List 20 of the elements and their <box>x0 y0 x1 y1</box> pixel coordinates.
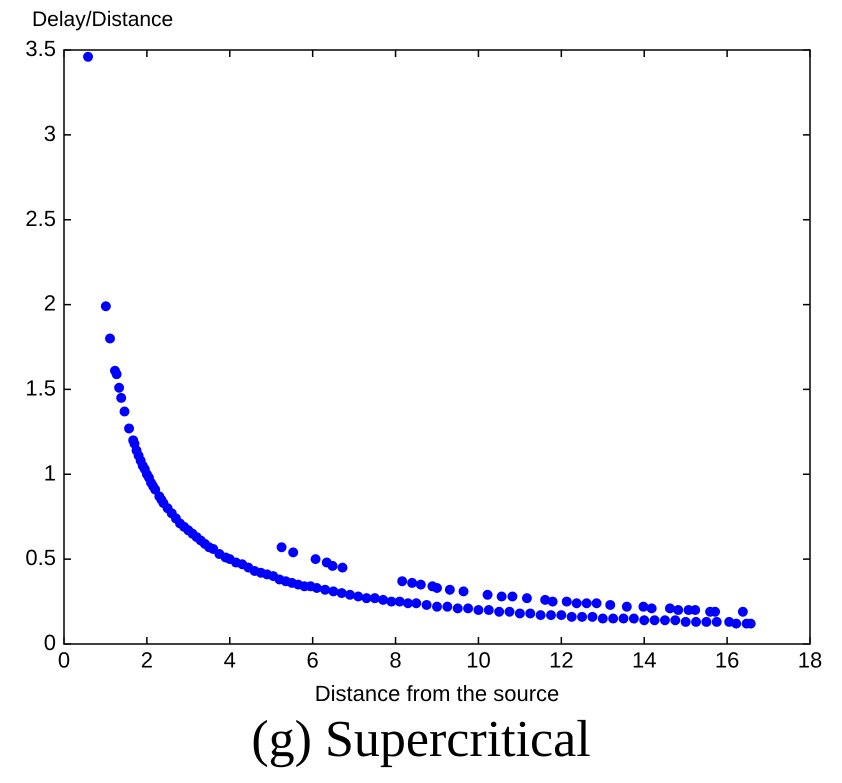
x-tick-label: 6 <box>306 647 319 672</box>
y-tick-label: 0.5 <box>25 545 56 570</box>
x-tick-label: 8 <box>389 647 402 672</box>
y-tick-label: 2 <box>44 290 56 316</box>
y-axis-title: Delay/Distance <box>32 8 174 32</box>
x-axis-title: Distance from the source <box>314 680 560 706</box>
text: (g) Supercritical <box>250 710 592 769</box>
y-tick-label: 3 <box>44 120 56 146</box>
y-tick-label: 2.5 <box>25 206 56 231</box>
x-tick-label: 2 <box>140 647 154 672</box>
x-tick-label: 18 <box>798 647 822 672</box>
x-tick-label: 14 <box>632 647 656 672</box>
x-tick-label: 12 <box>549 647 574 672</box>
y-tick-label: 0 <box>44 630 56 656</box>
y-tick-label: 3.5 <box>25 36 56 62</box>
y-tick-label: 1.5 <box>25 375 56 400</box>
x-tick-label: 4 <box>224 647 236 672</box>
x-tick-label: 16 <box>714 647 740 672</box>
x-tick-label: 10 <box>466 647 491 672</box>
y-tick-label: 1 <box>44 460 56 486</box>
